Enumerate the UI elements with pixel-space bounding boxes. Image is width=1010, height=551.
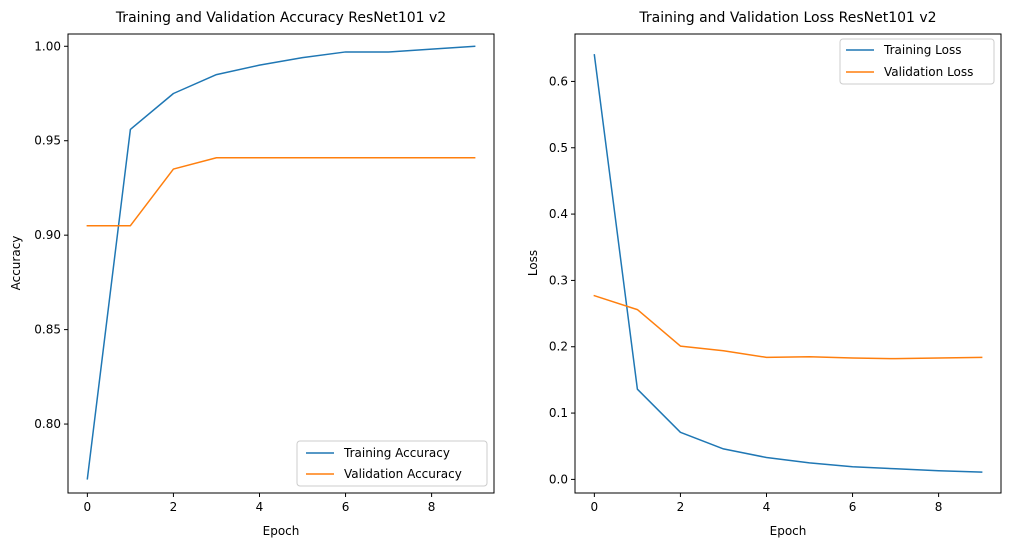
plot-lines [593, 54, 983, 473]
y-axis-label: Loss [526, 250, 540, 276]
x-axis-label: Epoch [263, 524, 300, 538]
y-axis-ticks: 0.80 0.85 0.90 0.95 1.00 [34, 39, 68, 431]
y-tick-label: 0.5 [549, 141, 568, 155]
x-tick-label: 4 [256, 500, 264, 514]
y-tick-label: 0.1 [549, 406, 568, 420]
legend-label-training-accuracy: Training Accuracy [343, 446, 450, 460]
y-tick-label: 0.90 [34, 228, 61, 242]
x-axis-ticks: 0 2 4 6 8 [84, 493, 436, 514]
x-tick-label: 8 [935, 500, 943, 514]
plot-frame [574, 33, 1002, 494]
x-tick-label: 0 [591, 500, 599, 514]
y-axis-ticks: 0.0 0.1 0.2 0.3 0.4 0.5 0.6 [549, 74, 575, 486]
y-tick-label: 0.3 [549, 273, 568, 287]
x-tick-label: 6 [849, 500, 857, 514]
series-line-validation-loss [593, 294, 983, 360]
x-axis-ticks: 0 2 4 6 8 [591, 493, 943, 514]
accuracy-chart: Training and Validation Accuracy ResNet1… [9, 10, 495, 538]
chart-title: Training and Validation Loss ResNet101 v… [638, 10, 936, 26]
y-tick-label: 0.0 [549, 472, 568, 486]
legend: Training Loss Validation Loss [839, 38, 995, 85]
y-tick-label: 0.95 [34, 134, 61, 148]
x-tick-label: 2 [677, 500, 685, 514]
x-axis-label: Epoch [770, 524, 807, 538]
series-line-validation-accuracy [86, 156, 476, 227]
chart-title: Training and Validation Accuracy ResNet1… [115, 10, 446, 26]
loss-chart: Training and Validation Loss ResNet101 v… [526, 10, 1002, 538]
x-tick-label: 4 [763, 500, 771, 514]
plot-frame [67, 33, 495, 494]
legend-label-training-loss: Training Loss [883, 43, 961, 57]
x-tick-label: 0 [84, 500, 92, 514]
legend: Training Accuracy Validation Accuracy [296, 440, 488, 487]
y-tick-label: 0.6 [549, 74, 568, 88]
y-tick-label: 0.2 [549, 340, 568, 354]
y-tick-label: 1.00 [34, 39, 61, 53]
legend-label-validation-accuracy: Validation Accuracy [344, 467, 462, 481]
x-tick-label: 2 [170, 500, 178, 514]
y-tick-label: 0.85 [34, 323, 61, 337]
x-tick-label: 8 [428, 500, 436, 514]
series-line-training-accuracy [86, 45, 476, 480]
legend-box [296, 440, 488, 487]
y-axis-label: Accuracy [9, 236, 23, 291]
y-tick-label: 0.4 [549, 207, 568, 221]
series-line-training-loss [593, 54, 983, 473]
plot-lines [86, 45, 476, 480]
x-tick-label: 6 [342, 500, 350, 514]
legend-box [839, 38, 995, 85]
legend-label-validation-loss: Validation Loss [884, 65, 973, 79]
y-tick-label: 0.80 [34, 417, 61, 431]
